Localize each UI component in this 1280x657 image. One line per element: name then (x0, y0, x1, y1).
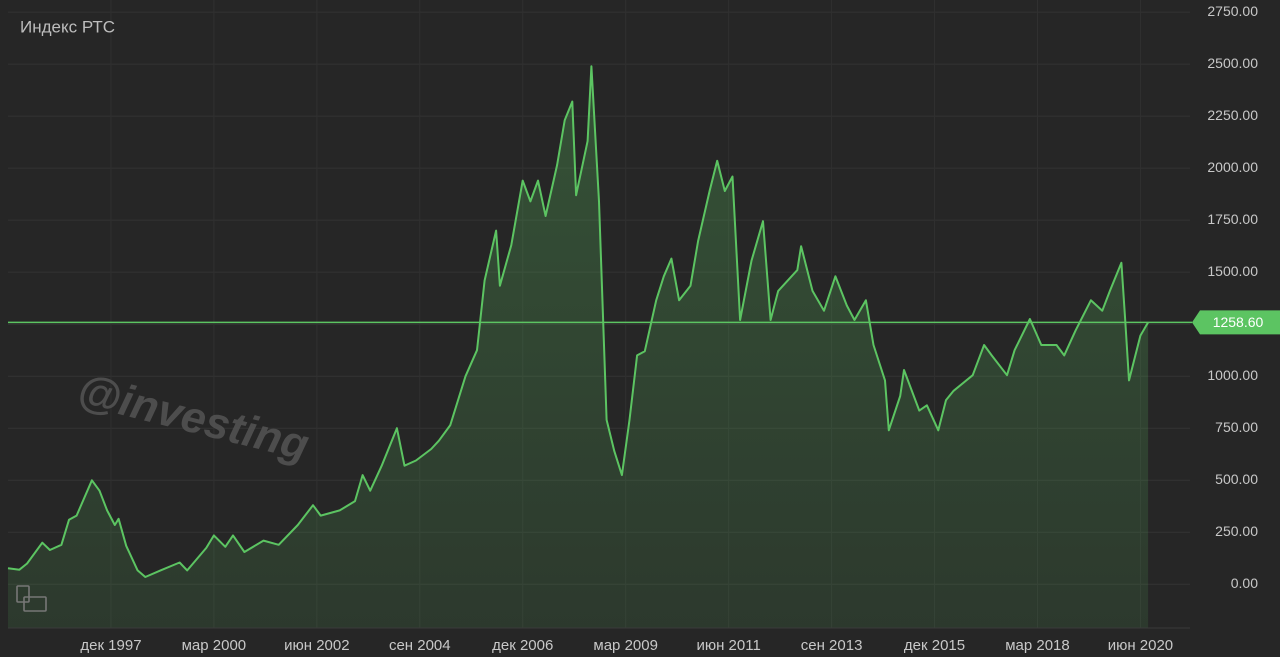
y-tick-label: 250.00 (1215, 523, 1258, 539)
x-tick-label: сен 2004 (389, 637, 451, 654)
x-tick-label: дек 2006 (492, 637, 553, 654)
y-tick-label: 2000.00 (1207, 159, 1258, 175)
x-tick-label: мар 2018 (1005, 637, 1070, 654)
y-tick-label: 0.00 (1231, 575, 1258, 591)
y-tick-label: 2750.00 (1207, 3, 1258, 19)
x-tick-label: мар 2009 (593, 637, 658, 654)
x-tick-label: июн 2011 (696, 637, 760, 654)
x-tick-label: сен 2013 (801, 637, 863, 654)
y-tick-label: 1500.00 (1207, 263, 1258, 279)
y-tick-label: 500.00 (1215, 471, 1258, 487)
chart-title: Индекс РТС (20, 17, 115, 36)
line (7, 65, 1149, 578)
y-tick-label: 2250.00 (1207, 107, 1258, 123)
x-tick-label: июн 2020 (1108, 637, 1173, 654)
x-tick-label: июн 2002 (284, 637, 349, 654)
price-badge (1192, 310, 1280, 335)
y-tick-label: 2500.00 (1207, 55, 1258, 71)
area (8, 66, 1149, 628)
plot (7, 65, 1149, 628)
y-tick-label: 750.00 (1215, 419, 1258, 435)
x-tick-label: дек 2015 (904, 637, 965, 654)
y-tick-label: 1750.00 (1207, 211, 1258, 227)
y-tick-label: 1000.00 (1207, 367, 1258, 383)
price-label: 1258.60 (1213, 314, 1264, 330)
x-tick-label: мар 2000 (182, 637, 247, 654)
screenshot-icon (16, 585, 47, 612)
x-tick-label: дек 1997 (80, 637, 141, 654)
